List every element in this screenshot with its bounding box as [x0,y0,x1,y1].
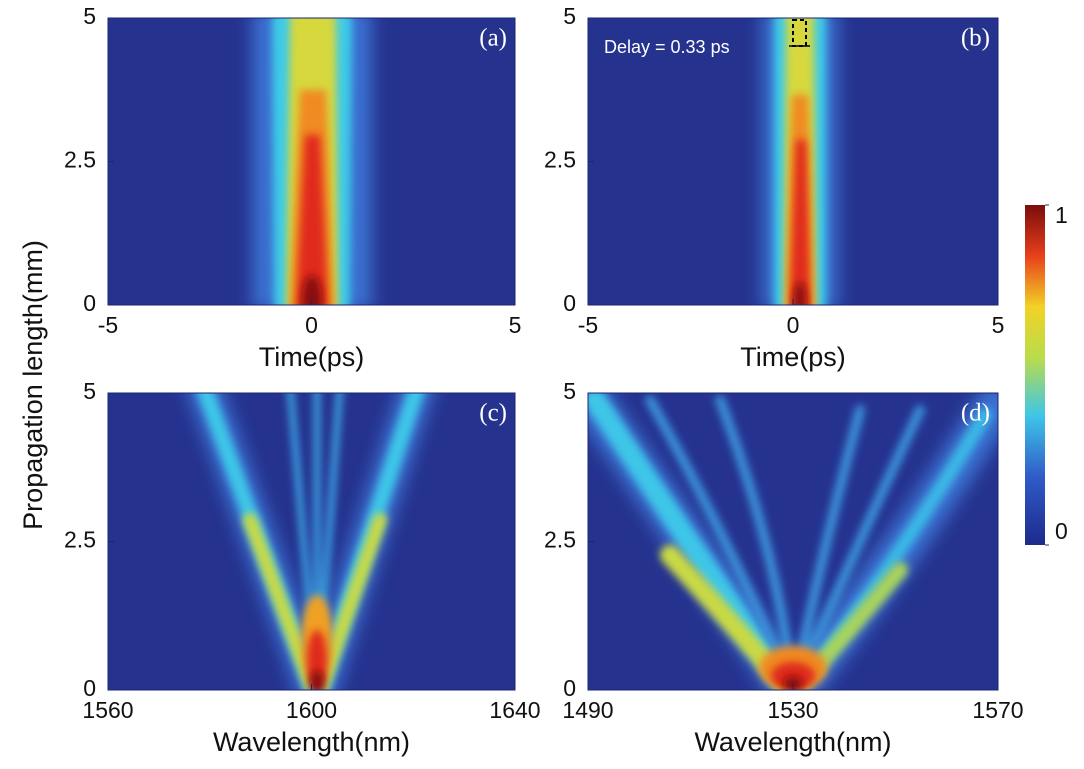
y-tick-label: 0 [83,290,96,316]
y-tick-label: 2.5 [544,147,576,173]
x-axis-label: Time(ps) [740,342,846,372]
x-axis-label: Wavelength(nm) [213,727,410,757]
y-tick-label: 2.5 [544,527,576,553]
y-tick-label: 2.5 [64,527,96,553]
x-tick-label: 1600 [286,697,337,723]
y-tick-label: 5 [563,3,576,29]
heatmap-d [588,393,998,690]
x-tick-label: 1530 [767,697,818,723]
panel-label: (d) [961,400,990,427]
x-axis-label: Wavelength(nm) [694,727,891,757]
x-tick-label: 5 [992,312,1005,338]
colorbar [1025,205,1045,545]
y-tick-label: 0 [563,675,576,701]
y-tick-label: 0 [563,290,576,316]
panel-label: (c) [479,400,507,427]
y-tick-label: 5 [83,3,96,29]
x-tick-label: 5 [509,312,522,338]
x-tick-label: 0 [305,312,318,338]
x-axis-label: Time(ps) [259,342,365,372]
heatmap-b [588,18,998,305]
y-tick-label: 5 [83,378,96,404]
heatmap-c [108,393,515,690]
panel-label: (b) [961,25,990,52]
x-tick-label: -5 [578,312,598,338]
x-tick-label: 0 [787,312,800,338]
y-tick-label: 2.5 [64,147,96,173]
x-tick-label: 1640 [489,697,540,723]
x-tick-label: 1490 [562,697,613,723]
x-tick-label: 1560 [82,697,133,723]
x-tick-label: -5 [98,312,118,338]
y-axis-label: Propagation length(mm) [18,240,48,530]
y-tick-label: 0 [83,675,96,701]
heatmap-a [108,18,515,305]
annotation: Delay = 0.33 ps [604,37,730,57]
colorbar-tick-label: 1 [1055,202,1068,228]
y-tick-label: 5 [563,378,576,404]
panel-label: (a) [479,25,507,52]
colorbar-tick-label: 0 [1055,518,1068,544]
x-tick-label: 1570 [972,697,1023,723]
